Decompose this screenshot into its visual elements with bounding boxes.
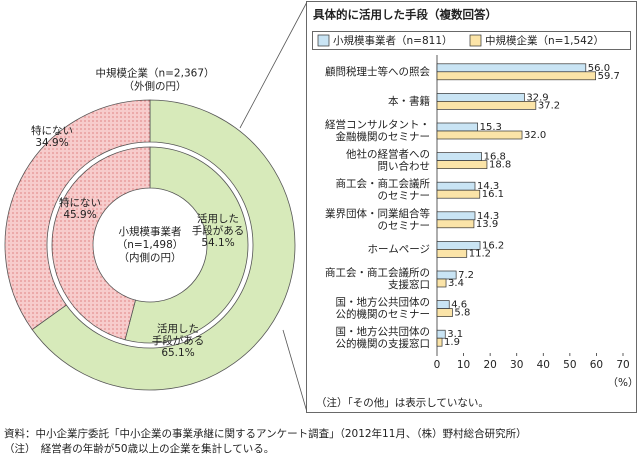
x-tick-label: 0 — [434, 359, 441, 371]
category-label: 経営コンサルタント・金融機関のセミナー — [325, 118, 430, 143]
segment-label: 活用した手段がある — [152, 323, 205, 347]
category-label: 国・地方公共団体の公的機関のセミナー — [336, 296, 431, 321]
bar — [436, 211, 476, 221]
x-tick-label: 20 — [483, 359, 496, 371]
segment-label: 特にない — [31, 125, 73, 137]
chart-note: （注）「その他」は表示していない。 — [316, 396, 489, 409]
value-label: 32.9 — [526, 92, 548, 103]
value-label: 7.2 — [458, 270, 474, 281]
value-label: 1.9 — [444, 337, 460, 348]
bar — [436, 249, 468, 258]
category-label: 顧問税理士等への照会 — [325, 65, 430, 78]
value-label: 16.1 — [482, 189, 504, 200]
value-label: 14.3 — [477, 181, 499, 192]
bar — [436, 337, 443, 347]
chart-title: 具体的に活用した手段（複数回答） — [313, 8, 497, 22]
footnote: （注） 経営者の年齢が50歳以上の企業を集計している。 — [4, 442, 274, 455]
x-tick-label: 40 — [537, 359, 550, 371]
legend-swatch — [469, 34, 482, 47]
x-unit: （%） — [608, 377, 639, 389]
legend-box — [312, 31, 631, 50]
connector — [282, 329, 308, 413]
segment-value: 54.1% — [201, 237, 234, 249]
segment-value: 45.9% — [63, 209, 96, 221]
bar — [436, 122, 479, 132]
x-tick-label: 10 — [457, 359, 470, 371]
bar — [436, 300, 450, 309]
bar — [436, 160, 488, 169]
bar — [436, 219, 475, 229]
segment-pattern — [5, 100, 150, 330]
bar — [436, 189, 481, 199]
value-label: 18.8 — [489, 160, 511, 171]
value-label: 37.2 — [538, 100, 560, 111]
category-label: 国・地方公共団体の公的機関の支援窓口 — [336, 325, 431, 350]
value-label: 32.0 — [524, 130, 546, 141]
value-label: 16.8 — [484, 152, 506, 163]
value-label: 3.1 — [447, 329, 463, 340]
donut-segment — [31, 99, 296, 391]
donut-segment — [124, 146, 249, 344]
value-label: 13.9 — [476, 219, 498, 230]
value-label: 3.4 — [448, 278, 464, 289]
category-label: ホームページ — [368, 243, 430, 255]
x-tick-label: 70 — [616, 359, 629, 371]
ring-name: 小規模事業者（n=1,498）（内側の円） — [117, 225, 184, 264]
bar — [436, 308, 453, 317]
segment-pattern — [51, 147, 150, 340]
bar — [436, 152, 482, 161]
category-label: 本・書籍 — [388, 94, 430, 107]
value-label: 15.3 — [480, 122, 502, 133]
segment-label: 特にない — [59, 197, 101, 209]
value-label: 5.8 — [454, 308, 470, 319]
legend-label: 中規模企業（n=1,542） — [485, 34, 604, 47]
segment-value: 65.1% — [161, 347, 194, 359]
value-label: 59.7 — [598, 71, 620, 82]
value-label: 4.6 — [451, 300, 467, 311]
category-label: 業界団体・同業組合等のセミナー — [325, 207, 430, 232]
connector — [239, 1, 308, 129]
value-label: 56.0 — [588, 63, 610, 74]
bar — [436, 93, 525, 102]
bar — [436, 181, 476, 191]
category-label: 商工会・商工会議所の支援窓口 — [325, 266, 430, 291]
ring-name: 中規模企業（n=2,367）（外側の円） — [95, 67, 214, 93]
x-tick-label: 50 — [563, 359, 576, 371]
segment-value: 34.9% — [35, 137, 68, 149]
value-label: 11.2 — [469, 248, 491, 259]
value-label: 16.2 — [482, 240, 504, 251]
bar — [436, 63, 587, 73]
value-label: 14.3 — [477, 211, 499, 222]
bar — [436, 278, 447, 288]
bar — [436, 270, 457, 280]
category-label: 商工会・商工会議所のセミナー — [336, 177, 431, 202]
x-tick-label: 30 — [510, 359, 523, 371]
legend-swatch — [317, 34, 330, 47]
legend-label: 小規模事業者（n=811） — [333, 34, 453, 47]
x-tick-label: 60 — [590, 359, 603, 371]
category-label: 他社の経営者への問い合わせ — [346, 148, 430, 173]
bar — [436, 71, 596, 81]
source-note: 資料：中小企業庁委託「中小企業の事業承継に関するアンケート調査」（2012年11… — [4, 427, 527, 440]
segment-label: 活用した手段がある — [192, 213, 245, 237]
bar — [436, 101, 537, 110]
bar — [436, 130, 523, 140]
